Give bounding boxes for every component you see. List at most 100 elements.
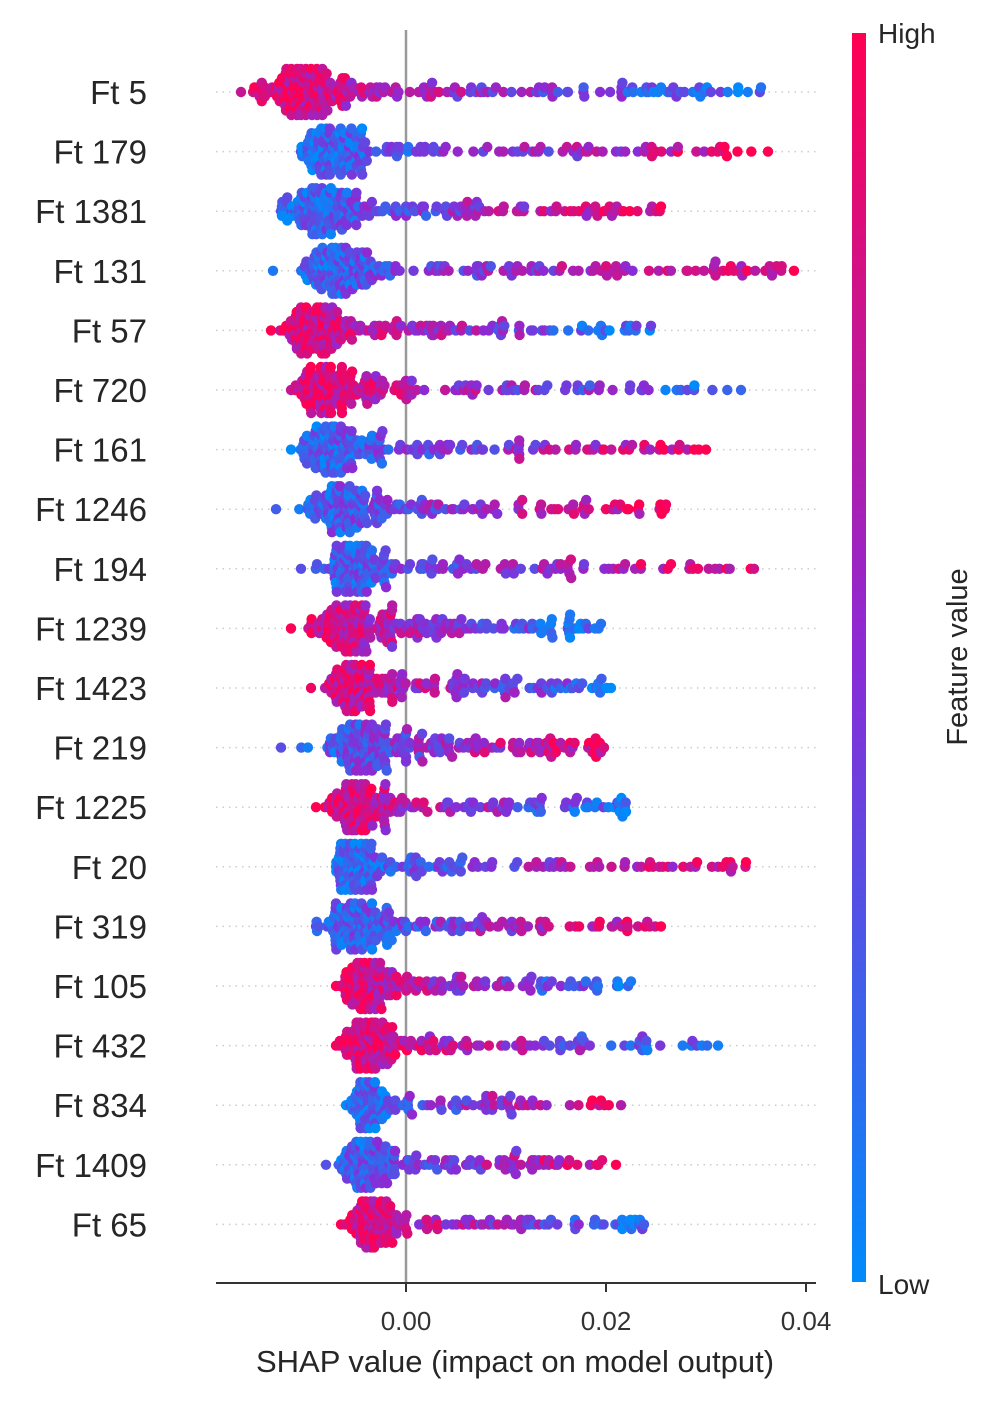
shap-point: [514, 453, 525, 464]
shap-point: [360, 600, 371, 611]
shap-point: [421, 678, 432, 689]
shap-point: [408, 265, 419, 276]
shap-point: [411, 1150, 422, 1161]
shap-point: [529, 563, 540, 574]
shap-point: [698, 265, 710, 276]
shap-point: [742, 265, 753, 276]
shap-point: [566, 572, 577, 584]
feature-label: Ft 20: [72, 849, 147, 886]
shap-point: [433, 1219, 444, 1230]
shap-point: [543, 146, 554, 157]
shap-point: [429, 673, 441, 684]
shap-point: [746, 146, 757, 157]
shap-point: [383, 444, 394, 455]
shap-point: [625, 976, 637, 987]
shap-point: [525, 985, 536, 996]
shap-point: [419, 384, 430, 396]
shap-point: [620, 806, 632, 817]
shap-point: [656, 146, 667, 157]
shap-point: [596, 1155, 608, 1166]
shap-point: [568, 499, 579, 510]
shap-point: [596, 673, 607, 684]
shap-point: [601, 270, 613, 281]
shap-point: [515, 747, 526, 758]
shap-point: [690, 265, 701, 276]
shap-point: [346, 334, 358, 345]
shap-point: [265, 325, 277, 336]
shap-point: [347, 462, 358, 474]
shap-point: [462, 265, 474, 276]
shap-point: [607, 384, 618, 396]
shap-point: [594, 380, 605, 391]
shap-point: [620, 146, 631, 157]
colorbar-title: Feature value: [942, 568, 974, 745]
shap-point: [573, 1219, 584, 1230]
shap-point: [346, 169, 358, 180]
shap-point: [546, 976, 557, 987]
shap-point: [699, 146, 710, 157]
shap-point: [444, 439, 456, 451]
shap-point: [267, 265, 279, 276]
shap-point: [418, 797, 429, 808]
shap-point: [544, 1040, 555, 1051]
shap-point: [388, 1031, 399, 1042]
shap-point: [459, 499, 470, 510]
x-tick-label: 0.02: [581, 1306, 632, 1336]
feature-label: Ft 105: [53, 968, 147, 1005]
shap-point: [517, 494, 528, 506]
shap-point: [394, 265, 405, 276]
shap-point: [627, 86, 639, 98]
shap-point: [325, 361, 336, 373]
shap-point: [417, 756, 428, 767]
shap-point: [678, 861, 689, 872]
shap-point: [740, 857, 752, 868]
x-tick-label: 0.00: [381, 1306, 432, 1336]
shap-point: [500, 1040, 511, 1051]
feature-label: Ft 1381: [35, 193, 147, 230]
shap-point: [371, 485, 383, 496]
shap-point: [665, 265, 677, 276]
shap-point: [386, 641, 398, 652]
shap-point: [452, 146, 463, 157]
shap-point: [622, 921, 633, 932]
shap-point: [565, 554, 577, 565]
shap-point: [488, 797, 499, 808]
colorbar-high-label: High: [878, 18, 936, 49]
shap-point: [437, 559, 449, 570]
shap-point: [390, 1104, 401, 1116]
shap-point: [370, 146, 382, 157]
shap-point: [636, 861, 647, 872]
shap-point: [610, 1159, 622, 1171]
shap-point: [500, 692, 511, 703]
shap-point: [457, 852, 468, 863]
shap-point: [458, 687, 470, 698]
shap-point: [546, 614, 557, 625]
shap-point: [376, 458, 388, 469]
shap-point: [552, 504, 564, 515]
shap-point: [755, 82, 767, 93]
shap-point: [722, 384, 733, 396]
shap-point: [776, 261, 787, 272]
shap-point: [396, 692, 407, 703]
shap-point: [592, 980, 604, 992]
shap-point: [313, 921, 325, 932]
shap-point: [467, 797, 479, 808]
shap-point: [427, 554, 438, 565]
shap-point: [488, 623, 499, 634]
shap-point: [518, 201, 530, 212]
shap-point: [364, 614, 376, 625]
shap-point: [499, 1155, 510, 1166]
shap-point: [456, 320, 468, 331]
shap-point: [322, 105, 333, 116]
shap-point: [404, 86, 415, 98]
shap-point: [550, 444, 561, 455]
shap-point: [433, 86, 445, 98]
shap-point: [387, 1237, 398, 1249]
shap-point: [386, 935, 397, 946]
shap-point: [644, 444, 656, 455]
shap-point: [321, 68, 332, 79]
colorbar-low-label: Low: [878, 1269, 930, 1300]
shap-point: [499, 559, 510, 570]
shap-point: [448, 1155, 460, 1166]
shap-point: [462, 1040, 474, 1051]
